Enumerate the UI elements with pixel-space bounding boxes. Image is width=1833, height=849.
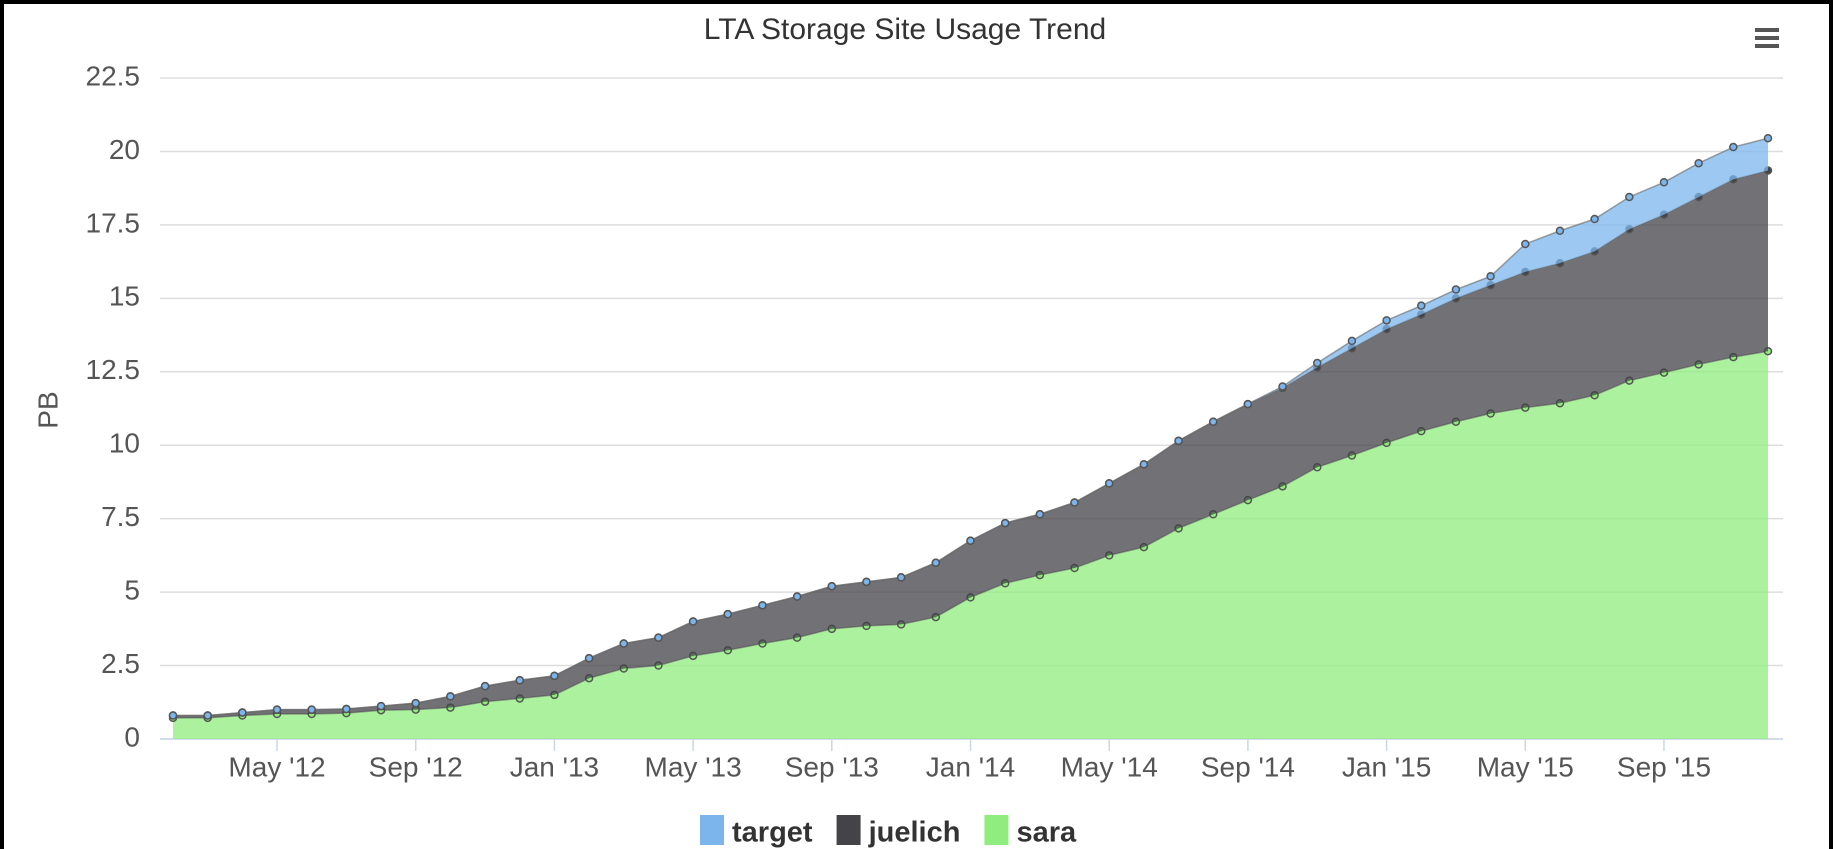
- point: [1035, 510, 1045, 519]
- point: [550, 671, 559, 681]
- y-tick-label: 0: [124, 721, 140, 752]
- legend-label: juelich: [868, 817, 961, 849]
- legend-swatch: [984, 815, 1009, 845]
- y-tick-label: 5: [124, 575, 140, 606]
- point: [480, 681, 490, 691]
- point: [1451, 285, 1461, 294]
- point: [376, 701, 386, 711]
- menu-bar: [1755, 36, 1779, 40]
- y-tick-label: 17.5: [86, 207, 141, 238]
- x-tick-label: Jan '14: [926, 751, 1015, 782]
- x-tick-label: May '14: [1061, 751, 1158, 782]
- point: [1521, 239, 1530, 249]
- point: [758, 601, 767, 610]
- point: [238, 708, 247, 717]
- y-tick-label: 12.5: [86, 354, 141, 385]
- point: [896, 573, 906, 582]
- point: [1347, 336, 1357, 346]
- x-tick-label: Sep '14: [1201, 751, 1295, 782]
- y-tick-label: 20: [109, 134, 140, 165]
- legend-item[interactable]: sara: [984, 815, 1077, 849]
- point: [1208, 417, 1218, 426]
- point: [342, 704, 351, 714]
- point: [1486, 272, 1495, 281]
- legend-item[interactable]: juelich: [836, 815, 961, 849]
- point: [1243, 399, 1253, 409]
- x-tick-label: May '15: [1477, 751, 1574, 782]
- point: [203, 711, 212, 720]
- point: [515, 675, 524, 685]
- point: [792, 592, 802, 601]
- point: [1763, 133, 1773, 143]
- point: [619, 639, 629, 648]
- point: [272, 705, 282, 714]
- point: [1590, 214, 1599, 224]
- y-axis-label: PB: [32, 391, 63, 428]
- legend-label: sara: [1016, 817, 1077, 849]
- point: [1312, 358, 1322, 368]
- y-tick-label: 10: [109, 428, 140, 459]
- point: [1278, 382, 1287, 391]
- legend-swatch: [700, 815, 724, 845]
- point: [446, 692, 455, 701]
- x-tick-label: May '13: [645, 751, 742, 782]
- point: [862, 577, 871, 587]
- chart-title: LTA Storage Site Usage Trend: [704, 13, 1106, 46]
- x-tick-label: Jan '15: [1342, 751, 1431, 782]
- point: [307, 705, 316, 714]
- x-tick-label: Sep '12: [369, 751, 463, 782]
- menu-button[interactable]: [1755, 28, 1779, 48]
- point: [168, 711, 178, 720]
- point: [966, 536, 975, 545]
- legend-label: target: [732, 817, 813, 849]
- point: [1625, 192, 1634, 202]
- legend-item[interactable]: target: [700, 815, 813, 849]
- point: [1729, 142, 1738, 152]
- point: [1000, 518, 1010, 528]
- y-tick-label: 2.5: [101, 648, 140, 679]
- x-tick-label: May '12: [228, 751, 325, 782]
- point: [931, 558, 941, 567]
- menu-bar: [1755, 44, 1779, 48]
- legend-swatch: [836, 815, 861, 845]
- point: [1659, 178, 1669, 187]
- x-tick-label: Jan '13: [510, 751, 599, 782]
- x-tick-label: Sep '15: [1617, 751, 1711, 782]
- point: [1104, 479, 1114, 488]
- y-tick-label: 15: [109, 281, 140, 312]
- point: [688, 617, 698, 626]
- y-tick-label: 22.5: [86, 60, 141, 91]
- menu-bar: [1755, 28, 1779, 32]
- x-tick-label: Sep '13: [785, 751, 879, 782]
- point: [654, 633, 663, 642]
- y-tick-label: 7.5: [101, 501, 140, 532]
- area: [173, 351, 1768, 739]
- point: [723, 609, 733, 619]
- point: [1174, 436, 1183, 446]
- point: [1070, 498, 1079, 507]
- point: [411, 698, 420, 708]
- point: [1417, 301, 1426, 310]
- point: [1139, 460, 1149, 469]
- point: [1382, 316, 1391, 325]
- point: [1555, 226, 1565, 236]
- point: [584, 653, 594, 663]
- point: [827, 581, 837, 591]
- point: [1694, 158, 1703, 168]
